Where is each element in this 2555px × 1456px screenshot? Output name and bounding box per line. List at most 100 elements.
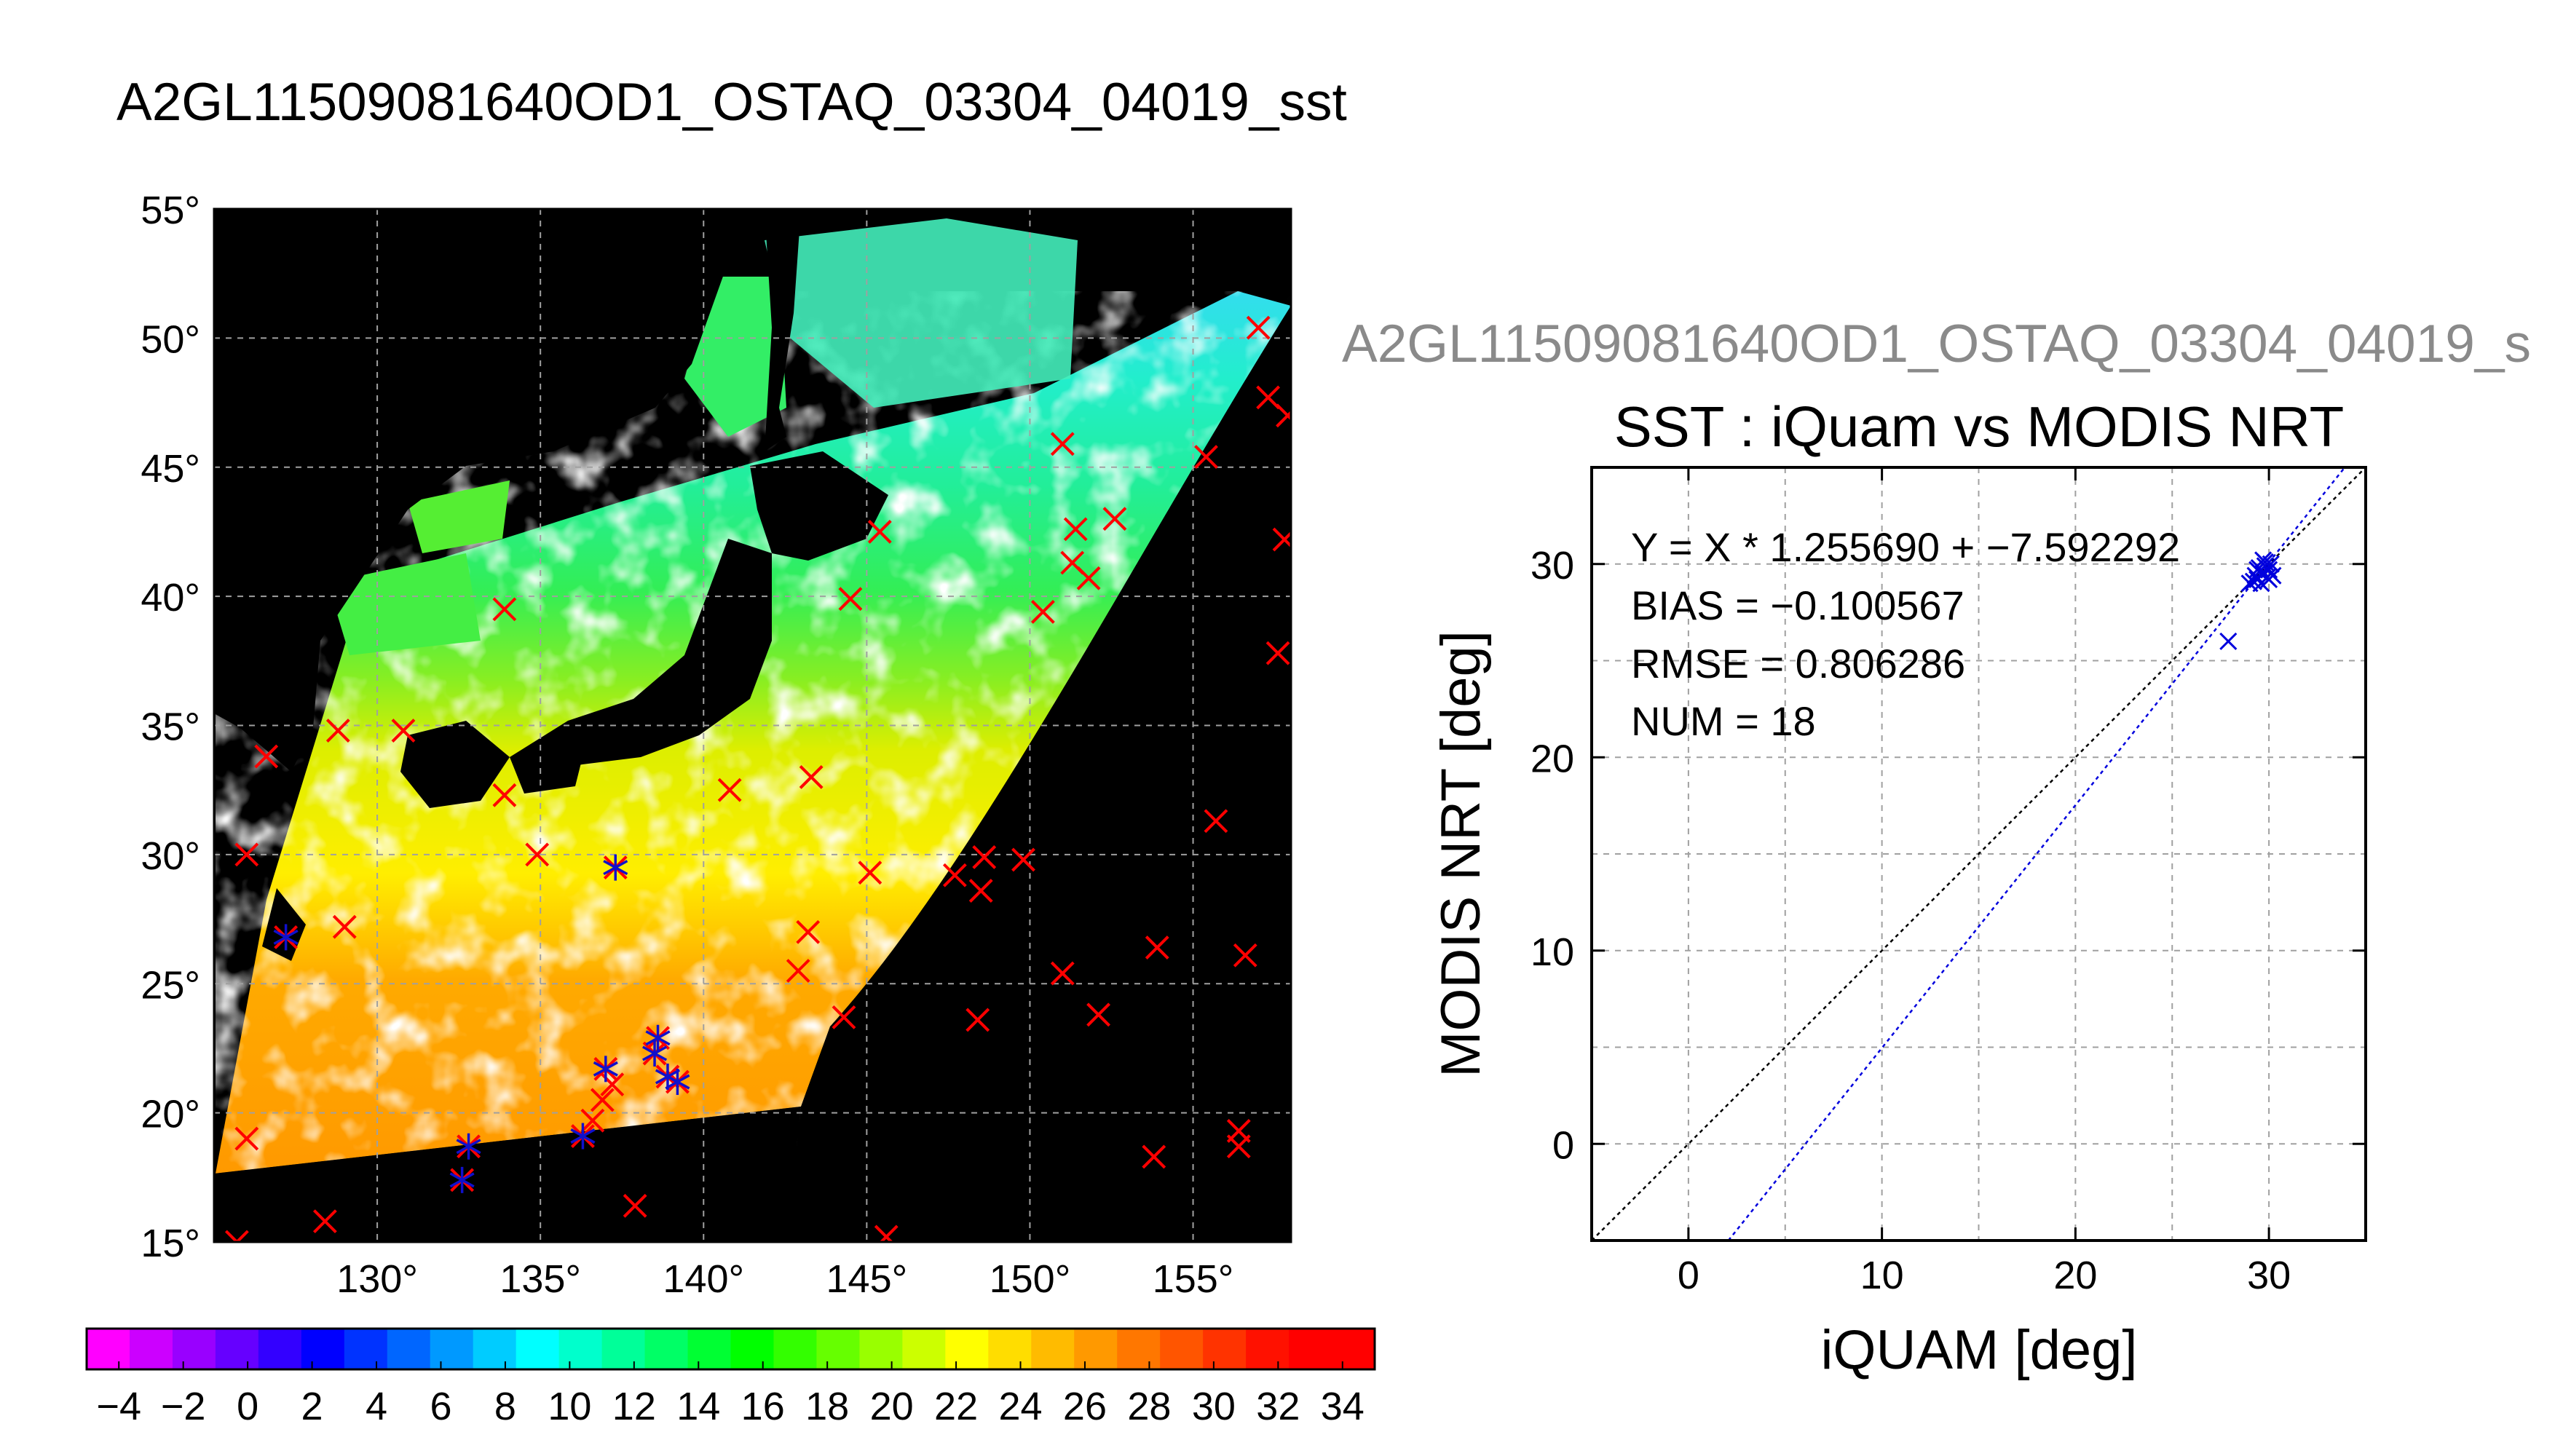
buoy-x-marker: [325, 719, 350, 743]
buoy-x-marker: [972, 845, 997, 869]
buoy-x-stroke: [254, 744, 279, 769]
map-x-tick-label: 135°: [499, 1257, 581, 1301]
scatter-ticks: 0 10 20 30 0 10 20 30: [1531, 467, 2366, 1297]
matchup-star-marker: [645, 1024, 671, 1051]
buoy-x-stroke: [1142, 1144, 1166, 1169]
buoy-x-stroke: [1145, 935, 1169, 960]
matchup-star-stroke: [570, 1128, 596, 1144]
matchup-star-stroke: [641, 1045, 668, 1061]
buoy-x-marker: [838, 587, 863, 612]
buoy-x-marker: [590, 1088, 615, 1112]
scatter-point: [2254, 551, 2272, 569]
colorbar-tick-label: 4: [366, 1385, 387, 1428]
colorbar-tick-label: 8: [494, 1385, 516, 1428]
buoy-x-stroke: [867, 520, 892, 544]
colorbar-tick-label: 16: [741, 1385, 785, 1428]
buoy-x-marker: [796, 919, 821, 944]
colorbar-swatch: [1332, 1329, 1375, 1369]
cloud-mask: [216, 291, 1291, 1174]
buoy-x-stroke: [234, 1230, 249, 1242]
buoy-x-marker: [874, 1224, 899, 1242]
buoy-x-stroke: [600, 1072, 625, 1097]
colorbar-swatch: [773, 1329, 818, 1369]
buoy-x-stroke: [492, 597, 517, 622]
matchup-star-stroke: [645, 1030, 671, 1046]
buoy-x-marker: [799, 765, 824, 789]
colorbar-swatch: [387, 1329, 431, 1369]
buoy-x-marker: [1226, 1134, 1251, 1159]
buoy-x-stroke: [832, 1005, 856, 1029]
matchup-star-stroke: [456, 1139, 481, 1155]
colorbar-tick-label: 12: [612, 1385, 656, 1428]
colorbar-swatch: [1117, 1329, 1161, 1369]
buoy-x-marker: [1050, 961, 1075, 986]
buoy-x-stroke: [796, 919, 821, 944]
map-x-tick-label: 150°: [990, 1257, 1071, 1301]
buoy-x-marker: [623, 1193, 647, 1218]
primorye-coast: [408, 480, 510, 553]
colorbar-tick-label: 0: [237, 1385, 258, 1428]
map-x-ticks: 130° 135° 140° 145° 150° 155°: [336, 1257, 1233, 1301]
buoy-x-stroke: [224, 1230, 240, 1242]
matchup-star-marker: [641, 1040, 668, 1067]
map-x-tick-label: 130°: [336, 1257, 418, 1301]
buoy-x-stroke: [965, 1008, 990, 1032]
colorbar-tick-label: 10: [548, 1385, 591, 1428]
colorbar-swatch: [988, 1329, 1032, 1369]
colorbar-labels: −4 −2 0 2 4 6 8 10 12 14 16 18 20 22 24 26 28 30 32 34: [96, 1361, 1365, 1428]
scatter-x-tick-label: 20: [2053, 1254, 2097, 1297]
stat-bias: BIAS = −0.100567: [1631, 582, 1964, 628]
colorbar-swatch: [816, 1329, 861, 1369]
scatter-ylabel: MODIS NRT [deg]: [1430, 630, 1492, 1077]
outside-swath-east: [786, 306, 1291, 1242]
buoy-x-marker: [1194, 445, 1218, 469]
buoy-x-stroke: [1086, 1002, 1110, 1027]
scatter-point-stroke: [2254, 551, 2272, 569]
colorbar-swatch: [172, 1329, 216, 1369]
outside-swath-south: [214, 1107, 801, 1242]
colorbar-swatch: [1031, 1329, 1075, 1369]
buoy-x-marker: [391, 719, 416, 743]
colorbar-swatch: [558, 1329, 603, 1369]
buoy-x-stroke: [1265, 641, 1290, 665]
buoy-x-stroke: [325, 719, 350, 743]
matchup-star-marker: [456, 1133, 481, 1160]
map-x-tick-label: 145°: [826, 1257, 908, 1301]
colorbar-swatch: [730, 1329, 775, 1369]
colorbar-swatch: [516, 1329, 560, 1369]
matchup-markers: [273, 854, 690, 1193]
okhotsk-sea: [765, 218, 1078, 408]
scatter-x-tick-label: 0: [1678, 1254, 1699, 1297]
scatter-point-stroke: [2244, 572, 2262, 590]
map-y-tick-label: 20°: [141, 1093, 200, 1136]
map-gridlines: [214, 209, 1291, 1242]
buoy-x-stroke: [234, 1126, 259, 1151]
buoy-x-marker: [942, 863, 967, 887]
scatter-point: [2260, 570, 2278, 589]
scatter-title: SST : iQuam vs MODIS NRT: [1614, 395, 2345, 459]
stat-fit: Y = X * 1.255690 + −7.592292: [1631, 524, 2180, 570]
buoy-x-marker: [525, 842, 550, 867]
matchup-star-stroke: [665, 1074, 690, 1090]
matchup-star-marker: [570, 1123, 596, 1150]
buoy-x-marker: [858, 860, 882, 885]
buoy-x-stroke: [1246, 315, 1271, 340]
buoy-x-stroke: [942, 863, 967, 887]
korea-east-sea: [328, 553, 481, 655]
colorbar-swatch: [1074, 1329, 1118, 1369]
scatter-plot: 0 10 20 30 0 10 20 30 Y = X * 1.255690 + −7.592…: [1531, 466, 2367, 1297]
colorbar-swatch: [344, 1329, 388, 1369]
buoy-x-stroke: [1256, 385, 1281, 410]
colorbar-tick-label: 18: [805, 1385, 849, 1428]
scatter-points: [2219, 551, 2282, 651]
map-y-tick-label: 45°: [141, 447, 200, 491]
sst-map: 130° 135° 140° 145° 150° 155° 15° 20° 25° 30° 35°…: [141, 189, 1292, 1301]
buoy-x-marker: [254, 744, 279, 769]
buoy-x-marker: [786, 959, 810, 983]
scatter-y-tick-label: 30: [1531, 544, 1574, 587]
matchup-star-stroke: [273, 929, 299, 945]
buoy-x-stroke: [1194, 445, 1218, 469]
colorbar-tick-label: 30: [1192, 1385, 1236, 1428]
colorbar-swatch: [644, 1329, 689, 1369]
buoy-x-stroke: [799, 765, 824, 789]
